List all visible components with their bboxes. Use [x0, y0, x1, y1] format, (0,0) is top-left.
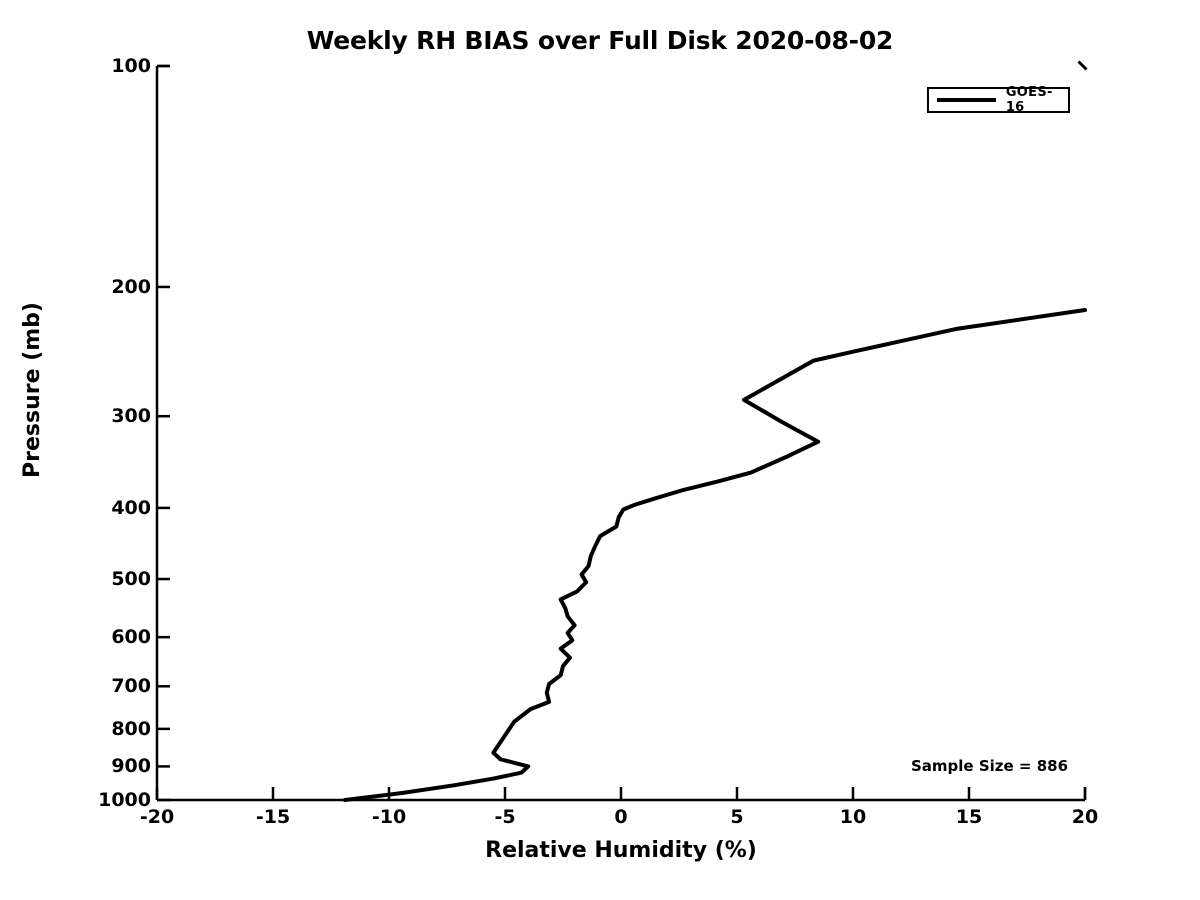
y-tick-label: 300: [111, 405, 151, 428]
x-tick-label: 10: [839, 806, 867, 828]
axes-frame: [155, 64, 1087, 802]
y-tick-label: 1000: [98, 789, 151, 811]
y-tick-label: 100: [111, 55, 151, 77]
x-tick-label: -20: [139, 806, 175, 828]
x-axis-label: Relative Humidity (%): [485, 838, 757, 863]
sample-size-annotation: Sample Size = 886: [911, 757, 1069, 775]
data-line-goes-16: [342, 308, 1087, 802]
stray-tick-mark: [1077, 60, 1088, 71]
y-tick-label: 200: [111, 275, 151, 298]
y-axis-label: Pressure (mb): [20, 302, 45, 478]
page-title: Weekly RH BIAS over Full Disk 2020-08-02: [306, 26, 894, 55]
y-tick-label: 800: [111, 717, 151, 740]
y-tick-label: 500: [111, 568, 151, 591]
x-tick-label: -5: [494, 806, 516, 828]
legend[interactable]: GOES-16: [927, 85, 1070, 115]
x-tick-label: -10: [371, 806, 407, 828]
legend-line-swatch: [937, 98, 996, 102]
x-tick-label: 0: [614, 806, 628, 828]
x-axis-ticks: [155, 787, 1087, 800]
x-tick-label: 5: [730, 806, 744, 828]
x-tick-label: 15: [955, 806, 983, 828]
x-tick-label: 20: [1071, 806, 1099, 828]
y-axis-ticks: [157, 64, 170, 802]
legend-label-goes-16: GOES-16: [1005, 85, 1053, 115]
y-tick-label: 400: [111, 496, 151, 519]
y-tick-label: 600: [111, 626, 151, 649]
x-tick-label: -15: [255, 806, 291, 828]
y-tick-label: 900: [111, 755, 151, 778]
y-tick-label: 700: [111, 675, 151, 698]
data-series-group: [342, 308, 1087, 802]
